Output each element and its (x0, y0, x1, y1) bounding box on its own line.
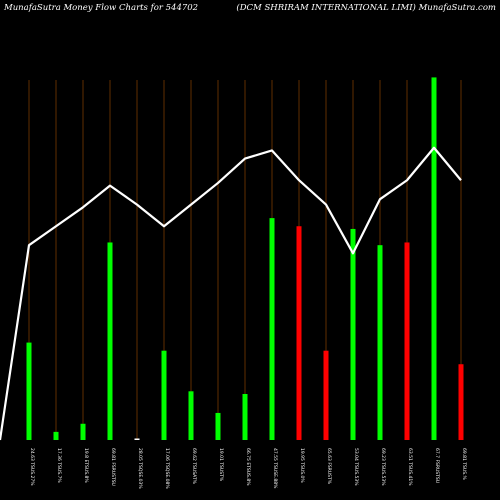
money-flow-bar (53, 431, 59, 440)
x-tick-label: 69.62 TSUSAT% (191, 448, 197, 485)
x-tick-label: 17.06 TSQSE.08% (164, 448, 170, 489)
x-tick-label: 24.63 TSUS.27% (29, 448, 35, 486)
money-flow-bar (242, 394, 248, 440)
money-flow-bar (323, 350, 329, 440)
money-flow-bar (134, 438, 140, 440)
chart-title: MunafaSutra Money Flow Charts for 544702 (4, 3, 199, 13)
money-flow-bar (350, 228, 356, 440)
money-flow-bar (431, 77, 437, 440)
x-tick-label: 47.55 TSUSE.88% (272, 448, 278, 489)
money-flow-bar (26, 342, 32, 440)
money-flow-bar (377, 245, 383, 440)
x-tick-label: 19.01 TSUST% (218, 448, 224, 482)
money-flow-bar (458, 364, 464, 440)
x-tick-label: 19.95 TSUS.0% (299, 448, 305, 483)
money-flow-bar (269, 218, 275, 440)
x-tick-label: 63.51 TSUS.41% (407, 448, 413, 486)
money-flow-bar (296, 226, 302, 440)
money-flow-bar (80, 423, 86, 440)
money-flow-bar (161, 350, 167, 440)
x-tick-label: 67.7 FSRUSTSU (434, 448, 440, 483)
x-tick-label: 69.81 FSRUSTSU (110, 448, 116, 486)
x-tick-label: 65.63 FSRUST% (326, 448, 332, 485)
money-flow-bar (107, 242, 113, 440)
x-tick-label: 66.75 ETSUS.8% (245, 448, 251, 486)
money-flow-bar (188, 391, 194, 440)
x-tick-label: 69.81 TSUS.% (461, 448, 467, 480)
x-tick-label: 28.05 TSQSE.03% (137, 448, 143, 489)
money-flow-bar (404, 242, 410, 440)
x-tick-label: 19.8 ETSUS.8% (83, 448, 89, 483)
x-tick-label: 53.04 TSUS.53% (353, 448, 359, 486)
money-flow-bar (215, 412, 221, 440)
chart-source: (DCM SHRIRAM INTERNATIONAL LIMI) MunafaS… (236, 3, 496, 13)
price-line (0, 146, 462, 441)
x-tick-label: 17.36 TSUS.7% (56, 448, 62, 483)
x-tick-label: 69.23 TSUS.53% (380, 448, 386, 486)
